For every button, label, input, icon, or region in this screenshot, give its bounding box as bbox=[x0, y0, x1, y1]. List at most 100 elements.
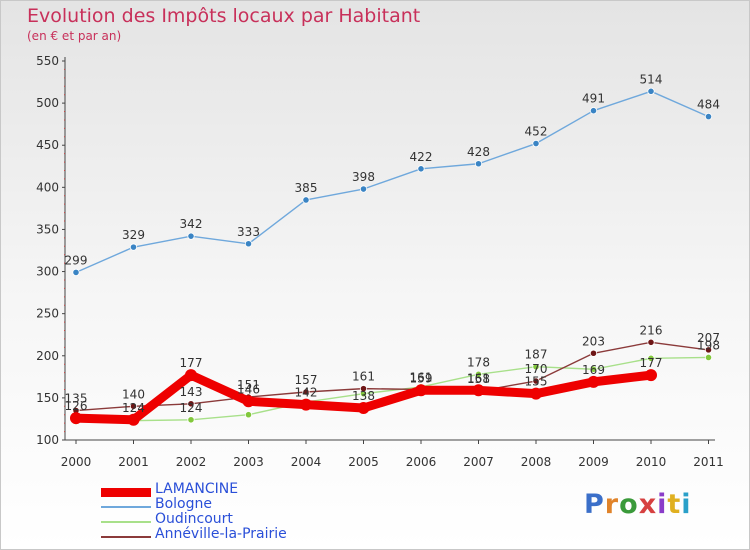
data-point bbox=[532, 377, 540, 385]
x-tick-label: 2010 bbox=[636, 455, 667, 469]
y-tick-label: 450 bbox=[36, 138, 59, 152]
legend-swatch bbox=[101, 488, 151, 497]
x-tick-label: 2003 bbox=[233, 455, 264, 469]
x-tick-label: 2004 bbox=[291, 455, 322, 469]
data-point bbox=[187, 400, 195, 408]
y-tick-label: 550 bbox=[36, 54, 59, 68]
data-label: 177 bbox=[640, 356, 663, 370]
data-point bbox=[187, 416, 195, 424]
data-label: 157 bbox=[295, 373, 318, 387]
data-label: 142 bbox=[295, 386, 318, 400]
y-tick-label: 100 bbox=[36, 433, 59, 447]
y-tick-label: 250 bbox=[36, 307, 59, 321]
data-point bbox=[185, 369, 197, 382]
legend-label: Bologne bbox=[155, 496, 212, 512]
data-label: 169 bbox=[582, 363, 605, 377]
data-point bbox=[645, 369, 657, 382]
x-tick-label: 2002 bbox=[176, 455, 207, 469]
data-label: 398 bbox=[352, 170, 375, 184]
data-label: 333 bbox=[237, 225, 260, 239]
x-tick-label: 2001 bbox=[118, 455, 149, 469]
data-point bbox=[704, 112, 713, 121]
data-label: 146 bbox=[237, 382, 260, 396]
data-label: 161 bbox=[352, 370, 375, 384]
chart-subtitle: (en € et par an) bbox=[27, 29, 122, 43]
data-point bbox=[589, 365, 598, 373]
logo-letter: P bbox=[584, 489, 605, 520]
x-tick-label: 2008 bbox=[521, 455, 552, 469]
data-label: 484 bbox=[697, 98, 720, 112]
data-label: 514 bbox=[640, 72, 663, 86]
y-tick-label: 500 bbox=[36, 96, 59, 110]
data-point bbox=[532, 139, 540, 148]
y-tick-label: 300 bbox=[36, 265, 59, 279]
data-label: 216 bbox=[640, 323, 663, 337]
data-label: 161 bbox=[467, 371, 490, 385]
data-label: 158 bbox=[467, 372, 490, 386]
data-point bbox=[417, 165, 425, 173]
legend-label: LAMANCINE bbox=[155, 481, 239, 497]
data-point bbox=[302, 388, 310, 396]
data-label: 329 bbox=[122, 228, 145, 242]
data-point bbox=[589, 349, 598, 357]
data-label: 124 bbox=[180, 401, 203, 415]
data-point bbox=[359, 185, 368, 193]
x-tick-label: 2009 bbox=[578, 455, 609, 469]
y-tick-label: 350 bbox=[36, 222, 59, 236]
legend-swatch bbox=[101, 521, 151, 523]
y-tick-label: 200 bbox=[36, 349, 59, 363]
data-label: 491 bbox=[582, 92, 605, 106]
data-point bbox=[647, 338, 655, 346]
data-point bbox=[359, 385, 368, 393]
data-label: 198 bbox=[697, 338, 720, 352]
series-line-oudincourt bbox=[75, 356, 710, 423]
data-point bbox=[127, 413, 140, 426]
data-label: 178 bbox=[467, 355, 490, 369]
data-label: 299 bbox=[65, 253, 88, 267]
data-label: 422 bbox=[410, 150, 433, 164]
data-point bbox=[472, 384, 485, 397]
legend-swatch bbox=[101, 506, 151, 508]
chart-title: Evolution des Impôts locaux par Habitant bbox=[27, 5, 421, 27]
data-point bbox=[474, 160, 483, 168]
data-label: 140 bbox=[122, 387, 145, 401]
x-tick-label: 2007 bbox=[463, 455, 494, 469]
data-label: 385 bbox=[295, 181, 318, 195]
logo-letter: i bbox=[657, 489, 668, 520]
legend-label: Oudincourt bbox=[155, 511, 233, 527]
x-tick-label: 2005 bbox=[348, 455, 379, 469]
data-label: 161 bbox=[410, 370, 433, 384]
data-label: 151 bbox=[237, 378, 260, 392]
data-point bbox=[302, 196, 310, 204]
logo-letter: x bbox=[638, 489, 658, 520]
data-point bbox=[70, 412, 82, 425]
series-lamancine bbox=[70, 369, 657, 426]
data-label: 135 bbox=[65, 392, 88, 406]
legend-label: Annéville-la-Prairie bbox=[155, 526, 287, 542]
data-point bbox=[357, 401, 370, 414]
x-tick-label: 2000 bbox=[61, 455, 92, 469]
data-label: 170 bbox=[525, 362, 548, 376]
data-label: 452 bbox=[525, 125, 548, 139]
data-label: 155 bbox=[525, 375, 548, 389]
x-tick-label: 2011 bbox=[693, 455, 724, 469]
logo-letter: r bbox=[604, 489, 620, 520]
data-point bbox=[647, 354, 655, 362]
axes: 100 150 200 250 300 350 400 450 500 550 2000 2001 20… bbox=[36, 54, 724, 469]
data-label: 138 bbox=[352, 389, 375, 403]
data-label: 143 bbox=[180, 385, 203, 399]
y-tick-label: 400 bbox=[36, 180, 59, 194]
data-label: 207 bbox=[697, 331, 720, 345]
data-label: 203 bbox=[582, 334, 605, 348]
legend-swatch bbox=[101, 536, 151, 538]
data-label: 159 bbox=[410, 371, 433, 385]
data-point bbox=[244, 411, 253, 419]
data-label: 342 bbox=[180, 217, 203, 231]
logo-letter: t bbox=[667, 489, 682, 520]
data-point bbox=[530, 387, 542, 400]
data-point bbox=[187, 232, 195, 240]
data-point bbox=[589, 107, 598, 115]
series-bologne bbox=[72, 87, 713, 276]
